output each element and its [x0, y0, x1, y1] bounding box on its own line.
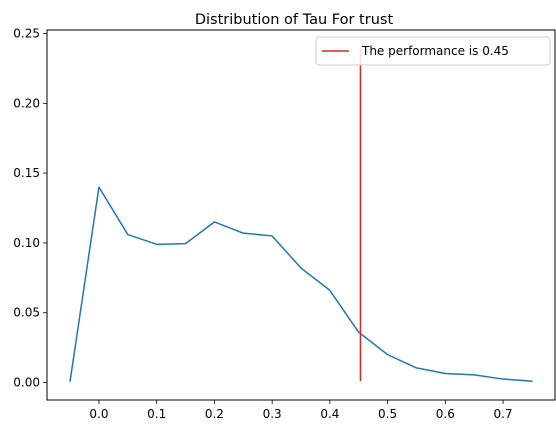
axes-frame [46, 29, 556, 401]
series-line-0 [69, 186, 533, 383]
x-tick-label: 0.5 [378, 407, 397, 421]
plot-area [69, 47, 533, 383]
chart-title: Distribution of Tau For trust [195, 12, 394, 28]
x-tick-label: 0.2 [205, 407, 224, 421]
legend-box [315, 36, 551, 66]
x-tick-label: 0.0 [89, 407, 108, 421]
y-tick-label: 0.10 [13, 236, 40, 250]
x-tick-label: 0.4 [320, 407, 339, 421]
legend: The performance is 0.45 [315, 36, 551, 66]
y-tick-label: 0.20 [13, 96, 40, 110]
x-tick-label: 0.6 [436, 407, 455, 421]
x-tick-label: 0.7 [493, 407, 512, 421]
x-tick-label: 0.1 [147, 407, 166, 421]
y-tick-label: 0.00 [13, 376, 40, 390]
y-tick-label: 0.25 [13, 26, 40, 40]
legend-label: The performance is 0.45 [361, 44, 509, 58]
y-tick-label: 0.15 [13, 166, 40, 180]
x-tick-label: 0.3 [263, 407, 282, 421]
y-tick-label: 0.05 [13, 306, 40, 320]
